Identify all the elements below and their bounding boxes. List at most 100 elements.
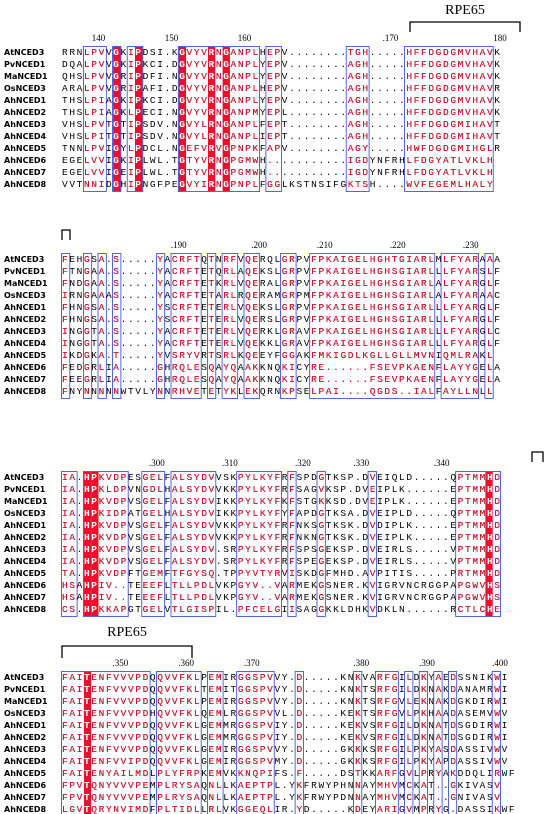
sequence: FNDGAA.S.....YACRFTETKRLVQERALGRPVFPKAIG… (62, 278, 500, 289)
sequence-name: AhNCED5 (4, 351, 47, 360)
similarity-box (83, 46, 107, 192)
position-label: 140 (92, 33, 106, 43)
identical-column (178, 47, 187, 191)
sequence-name: MaNCED1 (4, 72, 48, 81)
sequence: IA.HPKVDPVSGELFALSYDVIKKPYLKYFKFSTGKKSD.… (62, 496, 500, 507)
similarity-box (280, 253, 297, 399)
sequence-name: AhNCED3 (4, 327, 46, 336)
similarity-box (207, 253, 217, 399)
sequence: HSAHPIV..TEEEFLTLLPDLVKPGYV..VARMEKGSNER… (62, 580, 500, 591)
sequence-identical: FAITENFVVVPDQQVVFKLPEMIRGGSPVVY.D.....KN… (62, 672, 507, 683)
sequence-name: AhNCED3 (4, 120, 46, 129)
identical-column (135, 47, 143, 191)
sequence-name: AtNCED3 (4, 673, 44, 682)
domain-bracket (61, 229, 71, 240)
sequence-name: AtNCED3 (4, 48, 44, 57)
sequence: IA.HPKIDPATGELHALSYDVIKKPYLKYFYFAPDGTKSA… (62, 508, 500, 519)
sequence: INGGTA.S.....YACRFTETERLVQERKLGRAVFPKAIG… (62, 326, 500, 337)
sequence-identical: FAITENFVVIPDQQVVFKLGEMIRGGSPVMY.D.....GK… (62, 756, 508, 767)
sequence-name: AhNCED8 (4, 605, 47, 614)
similarity-box (207, 671, 224, 814)
sequence-name: AhNCED6 (4, 363, 47, 372)
position-label: .380 (353, 658, 369, 668)
sequence-name: AhNCED2 (4, 533, 46, 542)
similarity-box (447, 671, 458, 814)
sequence-name: AhNCED4 (4, 132, 47, 141)
domain-bracket (409, 21, 521, 32)
sequence-name: OsNCED3 (4, 84, 46, 93)
sequence: FAITENFVVVPDQQVVFKLGEMIRGGSPVVY.D.....GK… (62, 744, 508, 755)
position-label: .310 (222, 458, 238, 468)
sequence-similar: CS.HPKKAPGTGELVTLGISPIL.PFCELGIISAGGKKLD… (62, 604, 500, 615)
similarity-box (404, 46, 494, 192)
sequence-identical: FPVTQNYVVVPEMPLRYSAQNLLKAEPTPL.YKFRWYPHN… (62, 780, 500, 791)
sequence: FAITENFVVVPDHQVVFKLQEMLRGGSPVVL.D.....KE… (62, 708, 508, 719)
position-label: .170 (383, 33, 399, 43)
sequence-name: AhNCED6 (4, 781, 47, 790)
sequence: IA.HPKVDPVSGELFALSYDV.SRPYLKYFRFSPSGEKSP… (62, 544, 500, 555)
similarity-box (367, 471, 377, 617)
sequence-name: OsNCED3 (4, 509, 46, 518)
sequence-name: MaNCED1 (4, 497, 48, 506)
sequence-identical: FAITENFVVVPDHQVVFKLQEMLRGGSPVVL.D.....KE… (62, 708, 508, 719)
similarity-box (243, 253, 261, 399)
sequence-name: PvNCED1 (4, 685, 46, 694)
sequence-name: AhNCED1 (4, 96, 47, 105)
similarity-box (177, 46, 261, 192)
sequence: CS.HPKKAPGTGELVTLGISPIL.PFCELGIISAGGKKLD… (62, 604, 500, 615)
sequence: FAITENFVVVPDQQVVFKLPEMIRGGSPVVY.D.....KN… (62, 696, 507, 707)
sequence-similar: IA.HPKVDPVSGELFALSYDVIKKPYLKYFKFSTGKKSD.… (62, 496, 500, 507)
sequence: HSAHPIV..TEEEFLTLLPDLVKPGYV..VARMEKGSNER… (62, 592, 500, 603)
domain-label: RPE65 (445, 3, 485, 18)
sequence-name: AhNCED1 (4, 303, 47, 312)
sequence-name: AtNCED3 (4, 255, 44, 264)
sequence: FEDGRLIA.....GHRQLESQAYQAAKKNQKICYRE....… (62, 362, 500, 373)
similarity-box (484, 253, 494, 399)
sequence: VHSLPVTGTIPSDV.NGVYLRNGANPLFEPT........A… (62, 119, 500, 130)
similarity-box (126, 46, 144, 192)
sequence: FHNGSA.S.....YSCRFTETERLVQEKSLGRPVFPKAIG… (62, 302, 500, 313)
sequence: TA.HPKVDPFTGEMFTFGYSQ.TPPYVTYRVISKDGFMHD… (62, 568, 500, 579)
sequence: DQALPVVGKIPKCI.DGVYVRNGANPLYEPV........A… (62, 59, 500, 70)
sequence: IA.HPKVDPVSGELFALSYDV.SRPYLKYFRFSPEGEKSP… (62, 556, 500, 567)
sequence-identical: FPVTQNYVVVPEMPLRYSAQNLLKAEPTPL.YKFRWYPDN… (62, 792, 500, 803)
sequence: QHSLPVVGRIPDFI.NGVYVRNGANPLYEPV........A… (62, 71, 500, 82)
sequence: EGELVVIGKIPLWL.TGTYVRNGPGMWH...........I… (62, 155, 493, 166)
position-label: 160 (238, 33, 252, 43)
similarity-box (309, 253, 436, 399)
sequence-name: AhNCED4 (4, 557, 47, 566)
sequence-identical: FAITENFVVVPDQQVVFKLTEMITGGSPVVY.D.....KN… (62, 684, 507, 695)
sequence-name: AhNCED2 (4, 108, 46, 117)
sequence: FNYNNNNNWTVLYNNRHVETETYKLEKQRNKPSELPAI..… (62, 386, 493, 397)
sequence: FAITENFVVVPDQQVVFKLTEMITGGSPVVY.D.....KN… (62, 684, 507, 695)
position-label: .350 (113, 658, 129, 668)
sequence-name: AhNCED7 (4, 375, 46, 384)
position-label: .210 (317, 240, 333, 250)
sequence-name: MaNCED1 (4, 279, 48, 288)
sequence-name: AhNCED8 (4, 805, 47, 814)
sequence-name: AhNCED5 (4, 569, 47, 578)
similarity-box (491, 671, 501, 814)
position-label: .400 (492, 658, 508, 668)
sequence-name: AhNCED7 (4, 593, 46, 602)
sequence: FAITENFVVVPDQQVVFKLPEMIRGGSPVVY.D.....KN… (62, 672, 507, 683)
similarity-box (294, 671, 304, 814)
sequence: IA.HPKLDPVNGDLHALSYDVVKKPYLKYFRFSAGVKSP.… (62, 484, 500, 495)
sequence: VVTNNIDGHIPNGFPEGVYIRNGPNPLFGGLKSTNSIFGK… (62, 179, 493, 190)
sequence-similar: EGELVVIGKIPLWL.TGTYVRNGPGMWH...........I… (62, 155, 493, 166)
sequence: EGELVVIGEIPLWL.TGTYVRNGPGMWH...........I… (62, 167, 493, 178)
similarity-box (433, 671, 443, 814)
sequence: THSLPIAGKIPKCI.DGVYVRNGANPLYEPV........A… (62, 95, 500, 106)
domain-bracket (61, 645, 193, 658)
identical-column (83, 472, 92, 616)
sequence-name: AhNCED6 (4, 156, 47, 165)
sequence-name: AhNCED5 (4, 769, 47, 778)
sequence-identical: FAITENFVVVPDQQVVFKLGEMMRGGSPVIY.D.....KE… (62, 720, 507, 731)
sequence-name: OsNCED3 (4, 291, 46, 300)
similarity-box (440, 253, 480, 399)
position-label: .200 (251, 240, 267, 250)
similarity-box (112, 46, 122, 192)
sequence-similar: HSAHPIV..TEEEFLTLLPDLVKPGYV..VARMEKGSNER… (62, 580, 500, 591)
sequence-name: PvNCED1 (4, 267, 46, 276)
